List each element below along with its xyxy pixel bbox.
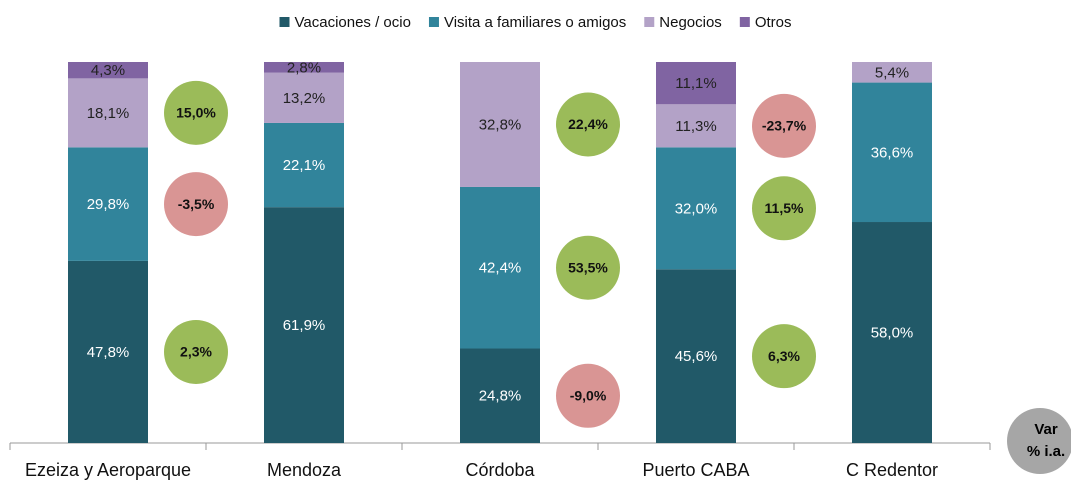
legend-swatch (644, 17, 655, 27)
bar-segment (68, 260, 148, 443)
x-tick-label: Mendoza (267, 460, 342, 480)
data-label: 29,8% (87, 196, 130, 213)
data-label: 45,6% (675, 348, 718, 365)
variation-label: 6,3% (768, 348, 800, 364)
data-label: 5,4% (875, 64, 909, 81)
variation-circle (556, 235, 620, 300)
variation-label: 22,4% (568, 116, 608, 132)
variation-label: -3,5% (178, 196, 215, 212)
variation-circle (556, 92, 620, 157)
variation-legend-circle (1007, 408, 1071, 474)
legend-label: Visita a familiares o amigos (444, 14, 626, 31)
variation-circle (164, 80, 228, 145)
bar-segment (68, 62, 148, 79)
bar-segment (852, 222, 932, 443)
data-label: 11,1% (675, 75, 716, 92)
legend: Vacaciones / ocio Visita a familiares o a… (279, 14, 792, 31)
variation-label: 15,0% (176, 105, 216, 121)
bar-segment (264, 72, 344, 123)
bar-segment (852, 82, 932, 223)
x-tick-label: Córdoba (465, 460, 535, 480)
variation-circle (752, 93, 816, 158)
data-label: 42,4% (479, 260, 522, 277)
bar-segment (460, 186, 540, 349)
variation-label: 53,5% (568, 259, 608, 275)
bar-segment (656, 269, 736, 443)
bar-segment (68, 78, 148, 148)
bar-segment (264, 207, 344, 443)
data-label: 2,8% (287, 59, 321, 76)
x-tick-label: Puerto CABA (642, 460, 749, 480)
variation-label: -23,7% (762, 118, 807, 134)
variation-circle (556, 363, 620, 428)
legend-label: Vacaciones / ocio (294, 14, 410, 31)
data-label: 18,1% (87, 105, 130, 122)
variation-label: -9,0% (570, 387, 607, 403)
legend-label: Otros (755, 14, 792, 31)
variation-circle (752, 176, 816, 241)
data-label: 24,8% (479, 388, 522, 405)
x-tick-label: C Redentor (846, 460, 938, 480)
data-label: 22,1% (283, 157, 326, 174)
variation-circle (752, 324, 816, 389)
legend-swatch (739, 17, 750, 27)
bar-segment (460, 62, 540, 187)
variation-label: 2,3% (180, 344, 212, 360)
variation-legend-label: % i.a. (1027, 443, 1065, 460)
data-label: 36,6% (871, 144, 914, 161)
variation-legend-label: Var (1034, 421, 1058, 438)
bar-segment (852, 62, 932, 83)
bar-segment (656, 104, 736, 148)
x-tick-label: Ezeiza y Aeroparque (25, 460, 191, 480)
legend-swatch (279, 17, 290, 27)
data-label: 58,0% (871, 324, 914, 341)
bar-segment (656, 62, 736, 105)
legend-label: Negocios (659, 14, 722, 31)
variation-circle (164, 319, 228, 384)
bar-segment (68, 147, 148, 261)
bar-segment (460, 348, 540, 443)
variation-circle (164, 172, 228, 237)
bar-segment (656, 147, 736, 270)
data-label: 32,8% (479, 116, 522, 133)
data-label: 13,2% (283, 90, 326, 107)
bar-segment (264, 122, 344, 208)
data-label: 61,9% (283, 317, 326, 334)
variation-label: 11,5% (765, 200, 804, 216)
legend-swatch (428, 17, 439, 27)
data-label: 32,0% (675, 200, 718, 217)
data-label: 47,8% (87, 344, 130, 361)
data-label: 4,3% (91, 62, 125, 79)
bar-segment (264, 62, 344, 73)
data-label: 11,3% (675, 118, 716, 135)
